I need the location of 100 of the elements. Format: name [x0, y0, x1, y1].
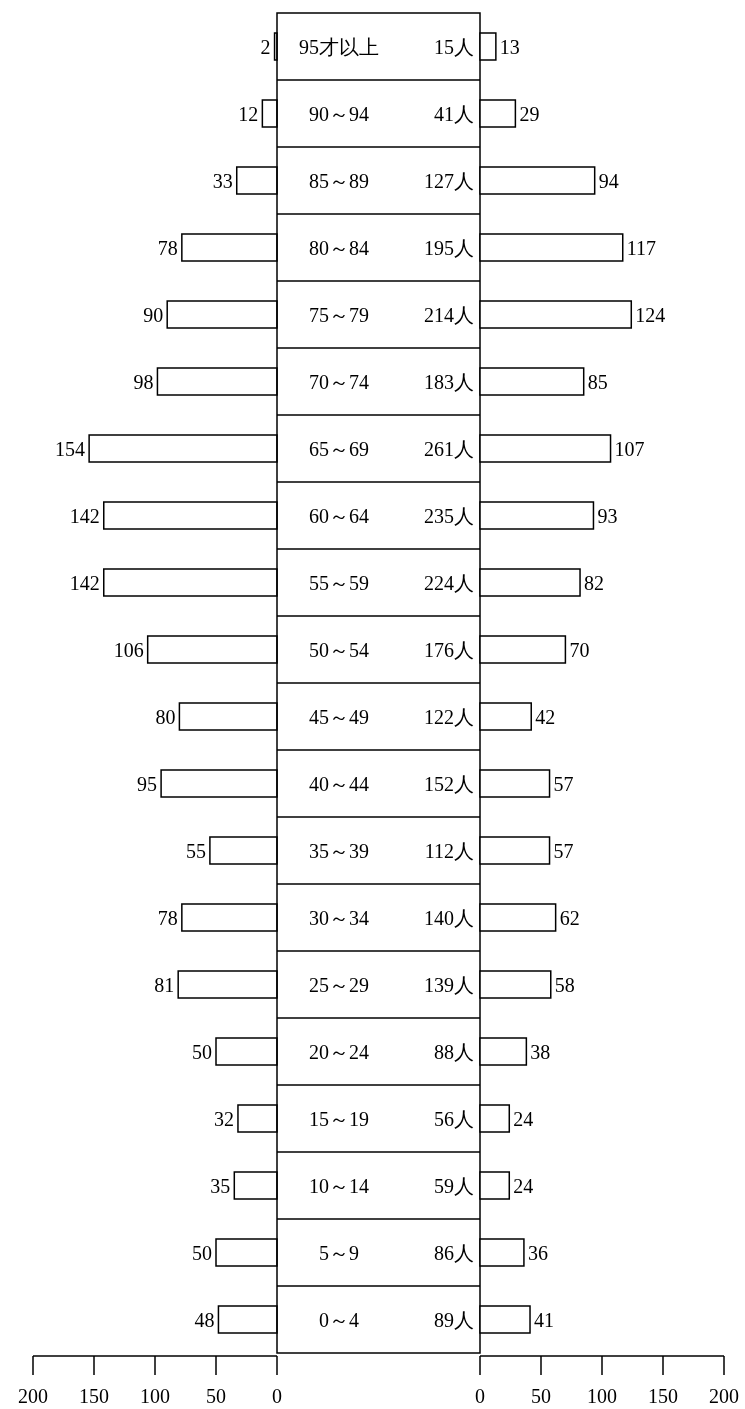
- data-label: 124: [635, 303, 666, 326]
- bar: [166, 300, 278, 329]
- data-label: 85: [587, 370, 608, 393]
- text: 41人: [434, 102, 474, 125]
- x-tick-label: 0: [475, 1385, 485, 1407]
- data-label: 50: [192, 1241, 212, 1264]
- text: 15人: [434, 35, 474, 58]
- data-label: 2: [260, 35, 271, 58]
- bar: [181, 903, 278, 932]
- bar: [235, 166, 278, 195]
- y-tick-label: 35～39: [309, 839, 369, 862]
- bar: [479, 702, 532, 731]
- x-tick-label: 200: [18, 1385, 48, 1407]
- y-tick-label: 25～29: [309, 973, 369, 996]
- bar: [479, 434, 612, 463]
- y-tick-label: 80～84: [309, 236, 369, 259]
- data-label: 13: [499, 35, 520, 58]
- text: 59人: [434, 1174, 474, 1197]
- text: 235人: [424, 504, 474, 527]
- data-label: 24: [513, 1174, 534, 1197]
- y-tick-label: 30～34: [309, 906, 369, 929]
- data-label: 82: [584, 571, 605, 594]
- data-label: 117: [626, 236, 657, 259]
- data-label: 95: [137, 772, 158, 795]
- data-label: 142: [69, 571, 100, 594]
- bar: [479, 903, 557, 932]
- bar: [88, 434, 278, 463]
- bar: [479, 568, 581, 597]
- data-label: 12: [238, 102, 259, 125]
- bar: [103, 501, 278, 530]
- bar: [233, 1171, 278, 1200]
- y-tick-label: 65～69: [309, 437, 369, 460]
- bar: [215, 1238, 278, 1267]
- text: 183人: [424, 370, 474, 393]
- text: 112人: [424, 839, 474, 862]
- bar: [479, 32, 497, 61]
- bar: [479, 1037, 528, 1066]
- data-label: 48: [194, 1308, 215, 1331]
- bar: [479, 1104, 511, 1133]
- bar: [103, 568, 278, 597]
- data-label: 90: [143, 303, 164, 326]
- data-label: 58: [554, 973, 575, 996]
- y-tick-label: 75～79: [309, 303, 369, 326]
- x-tick-label: 100: [587, 1385, 617, 1407]
- bar: [237, 1104, 278, 1133]
- bar: [146, 635, 278, 664]
- data-label: 50: [192, 1040, 212, 1063]
- data-label: 24: [513, 1107, 534, 1130]
- data-label: 106: [113, 638, 144, 661]
- bar: [217, 1305, 278, 1334]
- data-label: 98: [133, 370, 154, 393]
- x-tick-label: 100: [140, 1385, 170, 1407]
- data-label: 62: [559, 906, 580, 929]
- bar: [479, 836, 551, 865]
- bar: [209, 836, 278, 865]
- data-label: 107: [614, 437, 645, 460]
- text: 195人: [424, 236, 474, 259]
- text: 127人: [424, 169, 474, 192]
- text: 261人: [424, 437, 474, 460]
- bar: [479, 970, 552, 999]
- bar: [479, 1171, 511, 1200]
- bar: [479, 300, 633, 329]
- y-tick-label: 0～4: [319, 1308, 359, 1331]
- y-tick-label: 15～19: [309, 1107, 369, 1130]
- y-tick-label: 60～64: [309, 504, 369, 527]
- text: 140人: [424, 906, 474, 929]
- data-label: 41: [534, 1308, 555, 1331]
- y-tick-label: 95才以上: [299, 35, 379, 58]
- y-tick-label: 70～74: [309, 370, 369, 393]
- bar: [156, 367, 278, 396]
- data-label: 55: [185, 839, 206, 862]
- bar: [178, 702, 278, 731]
- text: 86人: [434, 1241, 474, 1264]
- data-label: 94: [598, 169, 619, 192]
- data-label: 70: [569, 638, 590, 661]
- x-tick-label: 50: [206, 1385, 226, 1407]
- data-label: 80: [155, 705, 176, 728]
- y-tick-label: 50～54: [309, 638, 369, 661]
- data-label: 32: [213, 1107, 234, 1130]
- y-tick-label: 45～49: [309, 705, 369, 728]
- bar: [160, 769, 278, 798]
- data-label: 154: [55, 437, 86, 460]
- x-tick-label: 200: [709, 1385, 739, 1407]
- bar: [479, 1305, 531, 1334]
- data-label: 81: [154, 973, 175, 996]
- y-tick-label: 55～59: [309, 571, 369, 594]
- bar: [479, 635, 567, 664]
- data-label: 35: [210, 1174, 231, 1197]
- y-tick-label: 5～9: [319, 1241, 359, 1264]
- bar: [479, 367, 585, 396]
- y-tick-label: 20～24: [309, 1040, 369, 1063]
- bar: [479, 233, 624, 262]
- bar: [181, 233, 278, 262]
- data-label: 42: [535, 705, 556, 728]
- text: 139人: [424, 973, 474, 996]
- text: 88人: [434, 1040, 474, 1063]
- data-label: 78: [157, 906, 178, 929]
- y-tick-label: 85～89: [309, 169, 369, 192]
- data-label: 38: [530, 1040, 551, 1063]
- text: 122人: [424, 705, 474, 728]
